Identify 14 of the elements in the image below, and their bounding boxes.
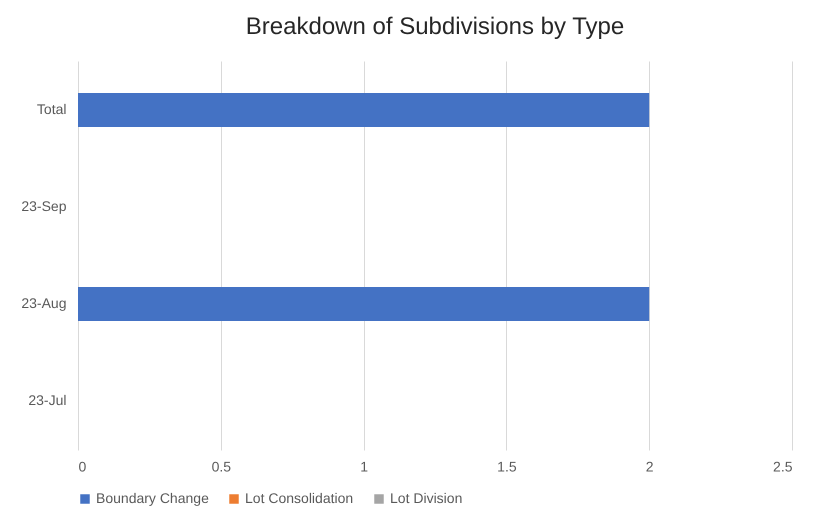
legend-label: Boundary Change [96,490,210,506]
x-tick-label: 2 [646,458,654,474]
x-tick-label: 2.5 [773,458,793,474]
x-tick-label: 0 [78,458,86,474]
legend-label: Lot Consolidation [245,490,354,506]
y-tick-label: Total [36,100,66,117]
chart-title: Breakdown of Subdivisions by Type [246,13,624,40]
y-tick-label: 23-Aug [21,295,66,312]
x-tick-label: 1.5 [497,458,517,474]
y-tick-label: 23-Sep [21,198,67,214]
legend-label: Lot Division [390,490,462,506]
x-tick-label: 0.5 [212,458,232,474]
y-tick-label: 23-Jul [28,392,66,408]
x-tick-label: 1 [360,458,368,474]
